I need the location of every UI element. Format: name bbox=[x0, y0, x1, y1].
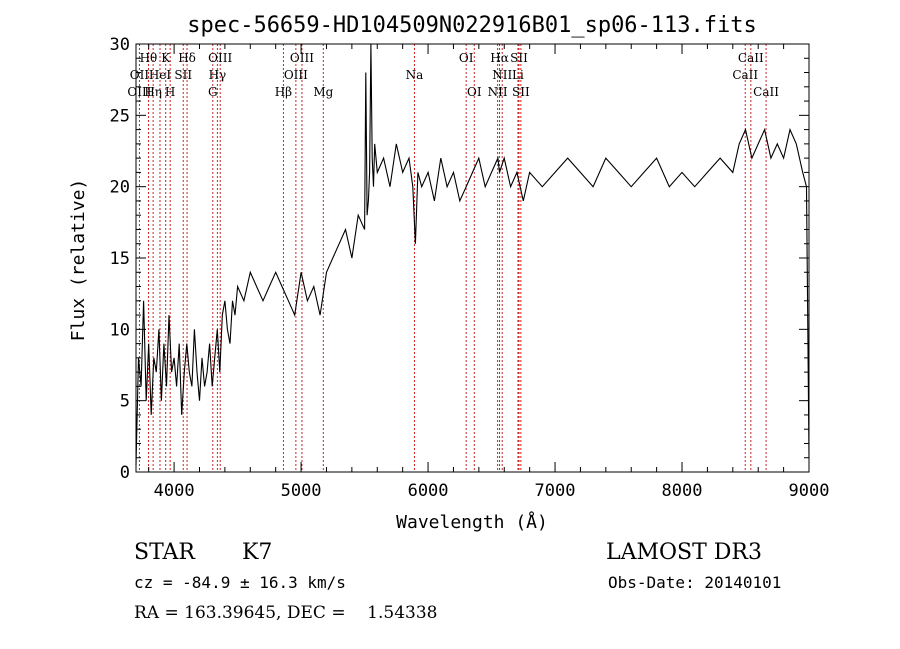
line-label: Li bbox=[512, 68, 524, 82]
coordinates: RA = 163.39645, DEC = 1.54338 bbox=[134, 603, 438, 623]
y-tick-label: 15 bbox=[110, 249, 130, 269]
y-tick-label: 20 bbox=[110, 178, 130, 198]
line-label: G bbox=[208, 85, 218, 99]
line-label: SII bbox=[510, 51, 528, 65]
line-label: Hη bbox=[144, 85, 162, 99]
y-axis-label: Flux (relative) bbox=[68, 179, 89, 342]
line-label: K bbox=[161, 51, 171, 65]
x-tick-label: 6000 bbox=[408, 481, 449, 501]
spectral-line-markers bbox=[138, 44, 767, 472]
line-label: SII bbox=[174, 68, 192, 82]
line-label: Hβ bbox=[275, 85, 292, 99]
line-label: H bbox=[165, 85, 175, 99]
plot-frame bbox=[135, 43, 810, 473]
line-label: OIII bbox=[290, 51, 314, 65]
line-label: HeI bbox=[149, 68, 172, 82]
line-label: Na bbox=[406, 68, 424, 82]
line-label: Hα bbox=[490, 51, 509, 65]
x-axis-label: Wavelength (Å) bbox=[396, 511, 548, 533]
line-label: Hγ bbox=[209, 68, 227, 82]
survey-name: LAMOST DR3 bbox=[606, 540, 762, 565]
axis-ticks: 4000 5000 6000 7000 8000 9000 0 5 10 15 20 25 30 bbox=[110, 35, 830, 501]
x-tick-label: 5000 bbox=[281, 481, 322, 501]
redshift-readout: cz = -84.9 ± 16.3 km/s bbox=[134, 573, 346, 592]
line-label: OIII bbox=[208, 51, 232, 65]
obs-date: Obs-Date: 20140101 bbox=[608, 573, 782, 592]
x-tick-label: 4000 bbox=[154, 481, 195, 501]
line-label: OII bbox=[130, 68, 150, 82]
line-label: OI bbox=[459, 51, 474, 65]
line-label: OIII bbox=[127, 85, 151, 99]
line-label: Hδ bbox=[178, 51, 196, 65]
line-label: Hθ bbox=[140, 51, 158, 65]
y-tick-label: 30 bbox=[110, 35, 130, 55]
line-label: Mg bbox=[313, 85, 333, 99]
line-label: NII bbox=[492, 68, 512, 82]
line-label: CaII bbox=[732, 68, 758, 82]
line-label: OIII bbox=[284, 68, 308, 82]
chart-title: spec-56659-HD104509N022916B01_sp06-113.f… bbox=[187, 13, 757, 38]
y-tick-label: 0 bbox=[120, 463, 130, 483]
y-tick-label: 25 bbox=[110, 106, 130, 126]
line-label: OI bbox=[467, 85, 482, 99]
x-tick-label: 8000 bbox=[662, 481, 703, 501]
x-tick-label: 7000 bbox=[535, 481, 576, 501]
spectrum-line bbox=[135, 43, 810, 465]
line-label: CaII bbox=[753, 85, 779, 99]
y-tick-label: 5 bbox=[120, 392, 130, 412]
x-tick-label: 9000 bbox=[789, 481, 830, 501]
line-label: NII bbox=[488, 85, 508, 99]
line-label: SII bbox=[512, 85, 530, 99]
line-label: CaII bbox=[738, 51, 764, 65]
object-class: STAR bbox=[134, 540, 195, 565]
object-subclass: K7 bbox=[242, 540, 273, 565]
spectral-line-labels: Hθ OII OIII K HeI Hη SII H Hδ OIII Hγ G OIII OIII Hβ Mg… bbox=[127, 51, 779, 99]
y-tick-label: 10 bbox=[110, 320, 130, 340]
